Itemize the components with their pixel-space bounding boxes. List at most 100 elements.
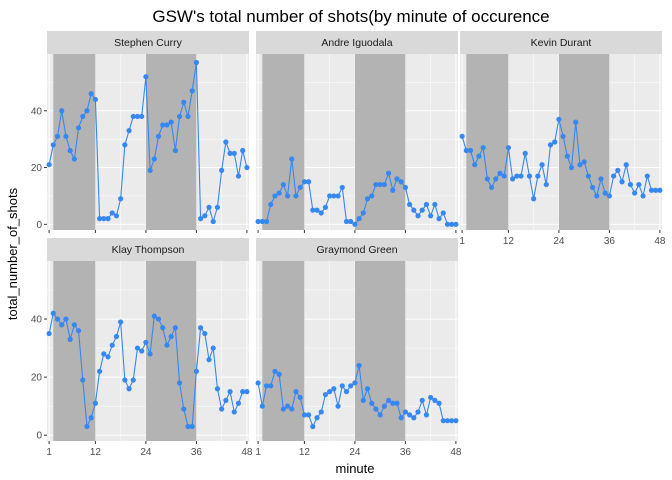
data-point bbox=[206, 357, 212, 363]
data-point bbox=[97, 368, 103, 374]
data-point bbox=[92, 96, 98, 103]
data-point bbox=[202, 213, 208, 219]
quarter-shade bbox=[354, 261, 406, 441]
data-point bbox=[449, 221, 455, 227]
data-point bbox=[301, 412, 307, 418]
data-point bbox=[348, 383, 354, 389]
data-point bbox=[653, 187, 659, 193]
strip-label: Andre Iguodala bbox=[321, 37, 392, 49]
data-point bbox=[235, 400, 242, 406]
data-point bbox=[402, 409, 408, 415]
data-point bbox=[268, 383, 274, 389]
data-point bbox=[501, 173, 507, 179]
data-point bbox=[339, 184, 345, 191]
data-point bbox=[268, 201, 274, 208]
data-point bbox=[219, 167, 225, 173]
data-point bbox=[398, 415, 404, 421]
data-point bbox=[289, 406, 295, 412]
data-point bbox=[318, 210, 324, 216]
data-point bbox=[419, 397, 425, 403]
data-point bbox=[101, 351, 107, 357]
data-point bbox=[92, 400, 98, 406]
data-point bbox=[564, 153, 570, 159]
data-point bbox=[484, 176, 490, 182]
data-point bbox=[402, 184, 408, 191]
data-point bbox=[394, 400, 400, 406]
data-point bbox=[493, 176, 499, 182]
data-point bbox=[143, 339, 149, 345]
data-point bbox=[185, 113, 191, 120]
data-point bbox=[444, 221, 451, 227]
data-point bbox=[514, 173, 520, 179]
data-point bbox=[297, 184, 303, 191]
data-point bbox=[331, 193, 337, 199]
data-point bbox=[322, 204, 329, 210]
data-point bbox=[459, 133, 465, 139]
data-point bbox=[214, 386, 221, 392]
data-point bbox=[71, 322, 77, 328]
data-point bbox=[193, 368, 199, 374]
quarter-shade bbox=[262, 54, 305, 230]
data-point bbox=[327, 389, 333, 395]
data-point bbox=[223, 397, 229, 403]
data-point bbox=[440, 418, 446, 424]
data-point bbox=[126, 128, 132, 134]
data-point bbox=[373, 406, 379, 412]
data-point bbox=[436, 216, 442, 222]
x-tick-label: 48 bbox=[450, 447, 462, 458]
strip-label: Kevin Durant bbox=[531, 37, 592, 49]
data-point bbox=[627, 181, 634, 188]
strip-background bbox=[460, 31, 662, 54]
strip-background bbox=[256, 31, 458, 54]
data-point bbox=[531, 196, 537, 202]
data-point bbox=[172, 147, 178, 154]
y-tick-label: 0 bbox=[36, 431, 42, 442]
x-tick-label: 36 bbox=[400, 447, 412, 458]
data-point bbox=[88, 91, 94, 97]
data-point bbox=[227, 150, 233, 156]
data-point bbox=[522, 150, 528, 156]
data-point bbox=[301, 179, 307, 185]
data-point bbox=[134, 345, 141, 351]
data-point bbox=[573, 119, 579, 125]
data-point bbox=[488, 184, 495, 191]
data-point bbox=[67, 336, 73, 342]
data-point bbox=[75, 125, 82, 131]
quarter-shade bbox=[262, 261, 305, 441]
data-point bbox=[198, 216, 204, 222]
data-point bbox=[193, 59, 199, 66]
quarter-shade bbox=[53, 261, 96, 441]
data-point bbox=[172, 325, 178, 331]
data-point bbox=[109, 210, 115, 216]
y-axis-title: total_number_of_shots bbox=[5, 187, 20, 320]
data-point bbox=[240, 389, 246, 395]
data-point bbox=[518, 173, 524, 179]
facet-panel: Klay Thompson 0 20 40 1 12 24 36 48 bbox=[31, 238, 253, 458]
data-point bbox=[206, 204, 212, 210]
data-point bbox=[390, 187, 396, 193]
facet-panel: Kevin Durant 1 12 24 36 48 bbox=[459, 31, 666, 247]
data-point bbox=[352, 380, 358, 386]
data-point bbox=[394, 176, 400, 182]
data-point bbox=[339, 383, 345, 389]
data-point bbox=[259, 218, 265, 225]
data-point bbox=[560, 133, 566, 139]
data-point bbox=[54, 316, 61, 322]
data-point bbox=[467, 147, 474, 154]
data-point bbox=[130, 377, 136, 383]
data-point bbox=[263, 218, 270, 225]
data-point bbox=[276, 371, 282, 377]
x-tick-label: 36 bbox=[604, 236, 616, 247]
data-point bbox=[164, 122, 170, 128]
data-point bbox=[126, 386, 132, 392]
data-point bbox=[210, 345, 216, 351]
data-point bbox=[453, 221, 459, 227]
data-point bbox=[415, 409, 421, 415]
data-point bbox=[377, 412, 383, 418]
x-tick-label: 12 bbox=[90, 447, 102, 458]
data-point bbox=[543, 181, 549, 188]
x-tick-label: 48 bbox=[241, 447, 253, 458]
data-point bbox=[147, 351, 153, 357]
data-point bbox=[453, 418, 459, 424]
data-point bbox=[318, 409, 324, 415]
